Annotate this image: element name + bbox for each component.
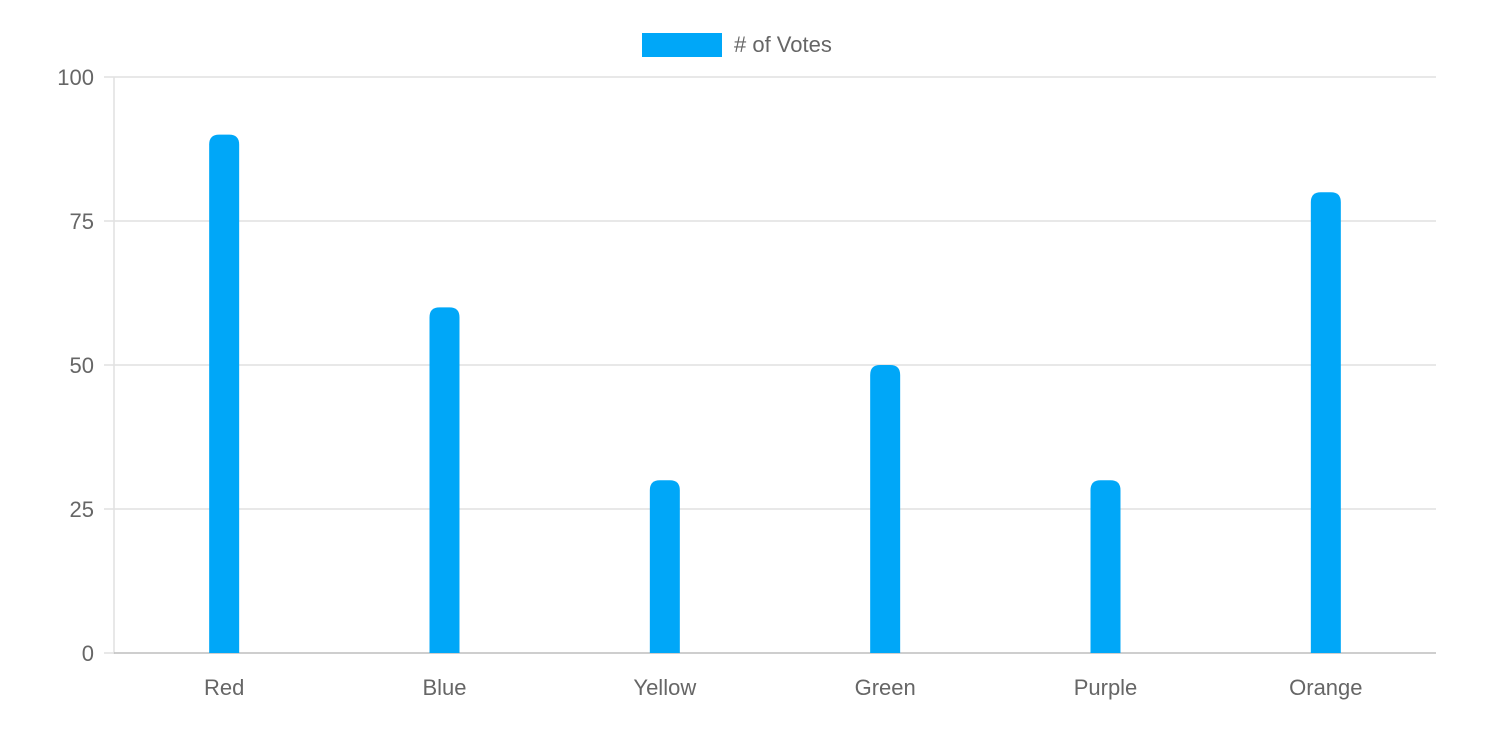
- x-axis-tick-label: Purple: [1074, 675, 1138, 700]
- x-axis-tick-label: Red: [204, 675, 244, 700]
- y-axis-tick-label: 50: [70, 353, 94, 378]
- y-axis-tick-label: 75: [70, 209, 94, 234]
- x-axis-tick-label: Orange: [1289, 675, 1362, 700]
- bars: [209, 134, 1341, 654]
- bar[interactable]: [870, 365, 901, 653]
- bar[interactable]: [429, 307, 460, 653]
- x-axis-tick-label: Yellow: [633, 675, 696, 700]
- y-axis-tick-label: 0: [82, 641, 94, 666]
- axes: [104, 76, 1436, 654]
- bar[interactable]: [649, 480, 680, 653]
- x-axis-tick-label: Green: [855, 675, 916, 700]
- y-axis-tick-labels: 0 25 50 75 100: [57, 65, 94, 666]
- y-axis-tick-label: 100: [57, 65, 94, 90]
- x-axis-tick-label: Blue: [422, 675, 466, 700]
- grid-lines: [114, 76, 1436, 510]
- legend-label[interactable]: # of Votes: [734, 32, 832, 57]
- bar[interactable]: [1310, 192, 1341, 653]
- legend-swatch[interactable]: [642, 33, 722, 57]
- legend[interactable]: # of Votes: [642, 32, 832, 57]
- bar[interactable]: [1090, 480, 1121, 653]
- bar[interactable]: [209, 134, 240, 654]
- x-axis-tick-labels: Red Blue Yellow Green Purple Orange: [204, 675, 1363, 700]
- y-axis-tick-label: 25: [70, 497, 94, 522]
